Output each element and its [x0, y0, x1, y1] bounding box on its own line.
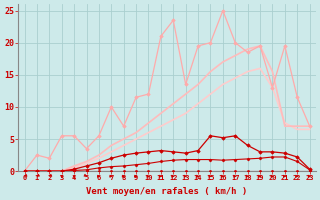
X-axis label: Vent moyen/en rafales ( km/h ): Vent moyen/en rafales ( km/h ): [86, 187, 248, 196]
